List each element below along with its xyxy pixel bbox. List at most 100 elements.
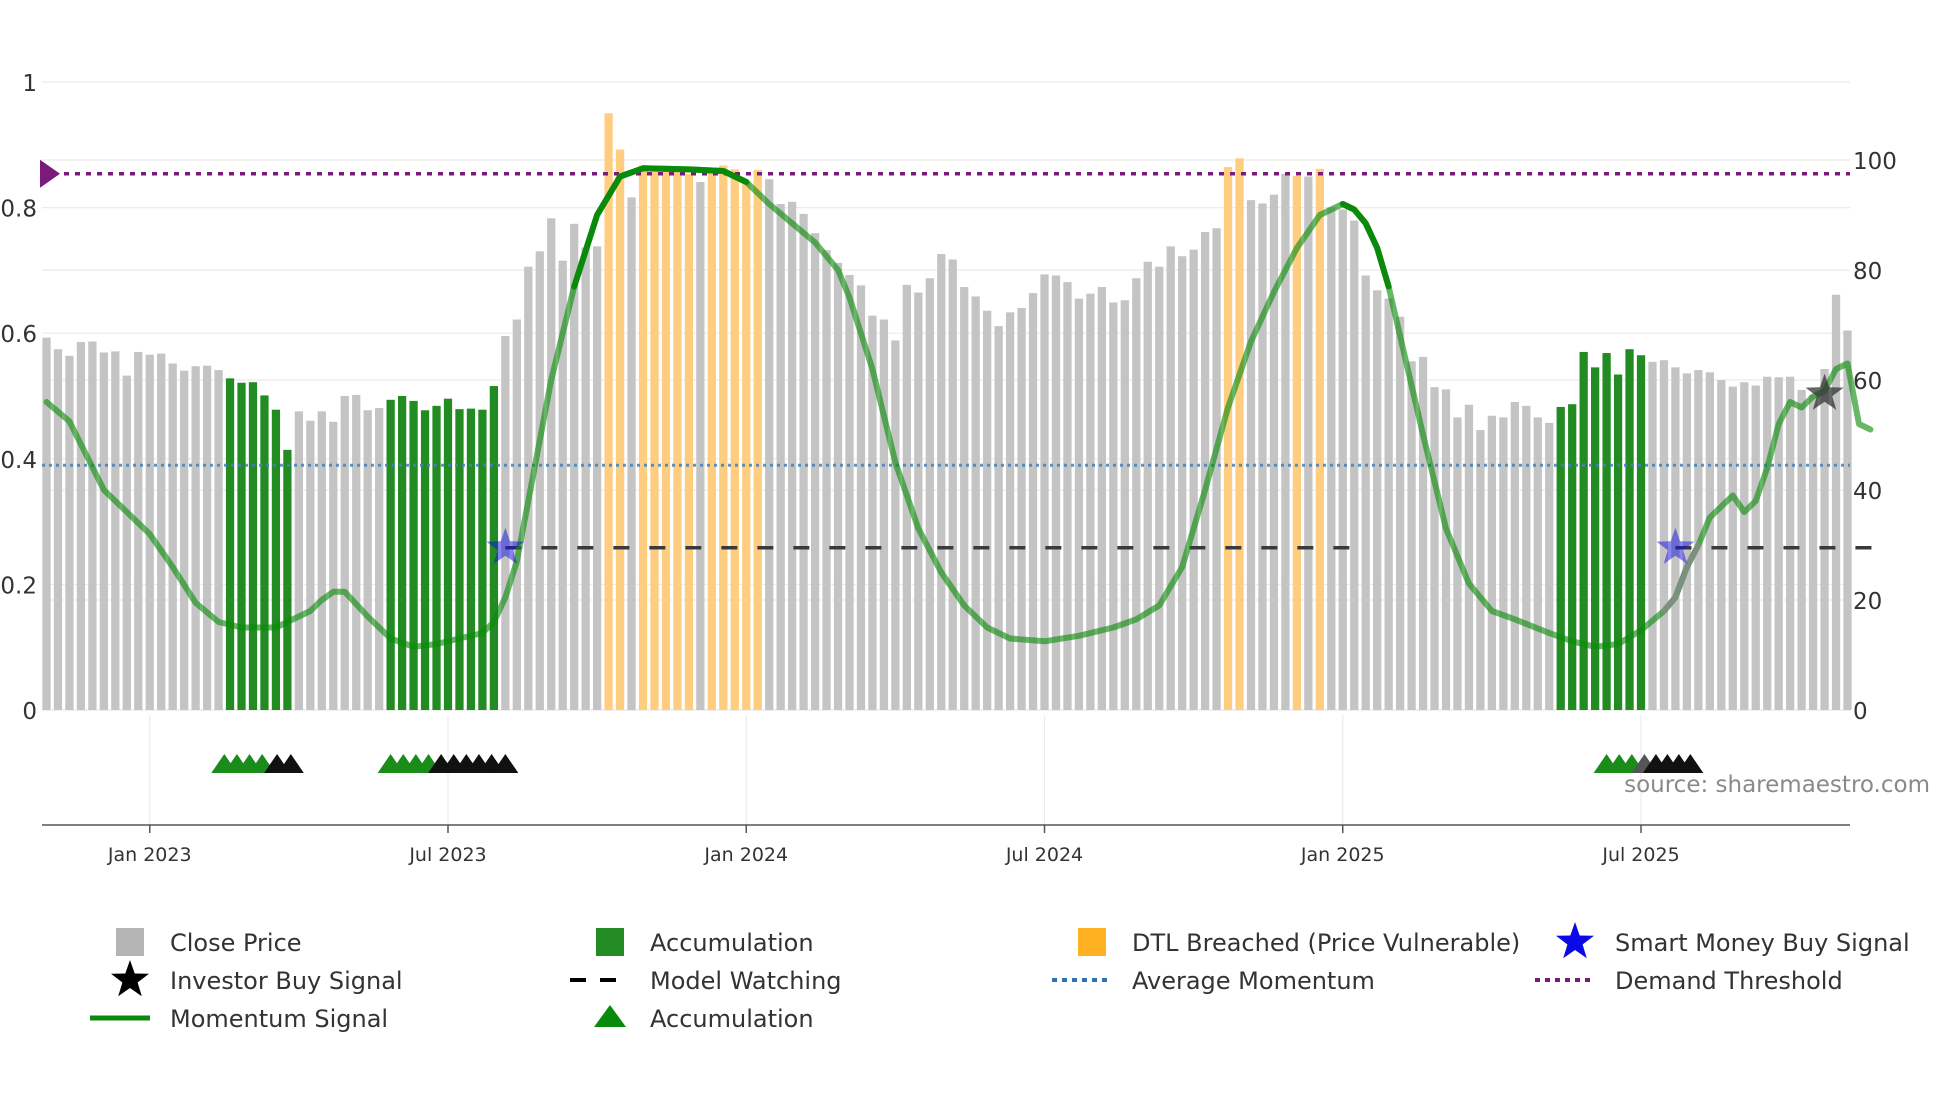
- momentum-bold-segment-0: [571, 165, 750, 290]
- close-price-bar: [948, 259, 957, 710]
- close-price-bar: [1808, 394, 1818, 710]
- close-price-bar: [799, 213, 808, 710]
- close-price-bar: [1373, 290, 1382, 710]
- close-price-bar: [937, 254, 946, 711]
- momentum-bold-segment-1: [1339, 201, 1392, 290]
- accumulation-bar: [271, 409, 281, 710]
- close-price-bar: [1269, 194, 1279, 710]
- legend-label: Accumulation: [650, 1005, 814, 1033]
- close-price-bar: [1143, 261, 1152, 710]
- source-label: source: sharemaestro.com: [1624, 772, 1930, 798]
- close-price-bar: [592, 246, 602, 710]
- accumulation-bar: [455, 409, 464, 710]
- close-price-bar: [329, 421, 338, 710]
- close-price-bar: [1717, 380, 1726, 710]
- close-price-bar: [294, 411, 303, 710]
- close-price-bar: [1097, 287, 1106, 710]
- close-price-bar: [891, 340, 900, 710]
- right-axis-tick-label: 100: [1853, 149, 1897, 175]
- left-axis-tick-label: 0.6: [0, 322, 37, 348]
- close-price-bar: [111, 351, 120, 710]
- dtl-breached-bar: [707, 167, 716, 710]
- left-axis-tick-label: 0: [22, 699, 37, 725]
- dtl-breached-bar: [730, 169, 739, 711]
- close-price-bar: [1212, 228, 1221, 710]
- close-price-bar: [1350, 220, 1359, 710]
- momentum-gray-segment-0: [1661, 542, 1702, 614]
- close-price-bar: [1051, 275, 1061, 710]
- close-price-bar: [122, 375, 131, 710]
- close-price-bar: [191, 366, 200, 710]
- close-price-bar: [1384, 298, 1393, 710]
- close-price-bar: [1074, 298, 1084, 710]
- close-price-bar: [1258, 203, 1267, 710]
- close-price-bar: [1109, 302, 1118, 710]
- close-price-bar: [1005, 312, 1015, 710]
- close-price-bar: [1028, 293, 1038, 710]
- close-price-bar: [1040, 274, 1049, 710]
- investor-buy-star-0: [1805, 373, 1844, 410]
- close-price-bar: [558, 260, 567, 710]
- close-price-bar: [1510, 402, 1519, 710]
- close-price-bar: [1545, 422, 1554, 710]
- close-price-bar: [570, 223, 579, 711]
- close-price-bar: [914, 292, 923, 710]
- right-axis-tick-label: 40: [1853, 479, 1882, 505]
- close-price-bar: [168, 363, 177, 710]
- close-price-bar: [1418, 356, 1428, 710]
- close-price-bar: [868, 315, 877, 710]
- legend-label: Close Price: [170, 929, 302, 957]
- accumulation-bar: [248, 382, 258, 710]
- axes: 0 0.2 0.4 0.6 0.8 1 0 20 40 60 80 100 Jan 2023 Jul 20…: [0, 71, 1896, 866]
- close-price-bar: [1740, 382, 1749, 710]
- close-price-bar: [994, 326, 1003, 710]
- close-price-bar: [1246, 200, 1256, 710]
- accumulation-bar: [420, 410, 430, 710]
- close-price-bar: [1200, 232, 1210, 711]
- close-price-bar: [1430, 387, 1439, 710]
- close-price-bar: [363, 410, 372, 710]
- close-price-bar: [1178, 256, 1187, 710]
- close-price-bar: [1327, 207, 1336, 711]
- close-price-bar: [1774, 377, 1783, 710]
- dtl-breached-bar: [604, 113, 613, 710]
- left-axis-tick-label: 0.2: [0, 573, 37, 599]
- accumulation-bar: [237, 382, 246, 710]
- accumulation-triangle-23: [1677, 754, 1704, 773]
- close-price-bar: [42, 337, 51, 710]
- close-price-bar: [340, 395, 349, 710]
- close-price-bar: [822, 250, 831, 710]
- signal-lines: [40, 159, 1881, 650]
- close-price-bar: [1820, 369, 1829, 710]
- close-price-bar: [134, 351, 143, 710]
- legend-square-marker: [596, 928, 624, 956]
- close-price-bar: [1395, 316, 1405, 710]
- legend-star-marker: [111, 960, 149, 997]
- accumulation-bar: [489, 386, 499, 710]
- close-price-bar: [76, 342, 86, 710]
- dtl-breached-bar: [615, 149, 625, 711]
- legend-label: Accumulation: [650, 929, 814, 957]
- x-axis-tick-label: Jan 2024: [703, 844, 788, 866]
- accumulation-bar: [386, 399, 395, 710]
- smart-money-buy-star-1: [1656, 527, 1695, 564]
- dtl-breached-bar: [661, 169, 671, 710]
- close-price-bar: [810, 233, 820, 710]
- left-axis-tick-label: 0.8: [0, 197, 37, 223]
- accumulation-triangle-15: [492, 754, 519, 773]
- left-axis-tick-label: 0.4: [0, 448, 37, 474]
- smart-money-buy-star-0: [486, 527, 525, 564]
- close-price-bar: [1132, 278, 1141, 710]
- legend-star-marker: [1556, 922, 1594, 959]
- close-price-bar: [983, 310, 992, 710]
- close-price-bar: [1281, 173, 1290, 710]
- close-price-bar: [581, 247, 590, 710]
- close-price-bar: [1522, 405, 1531, 710]
- price-bars: [42, 113, 1852, 711]
- close-price-bar: [833, 262, 843, 710]
- legend-label: Smart Money Buy Signal: [1615, 929, 1910, 957]
- legend-square-marker: [1078, 928, 1106, 956]
- dtl-breached-bar: [650, 169, 659, 711]
- close-price-bar: [547, 218, 556, 711]
- close-price-bar: [1120, 300, 1129, 710]
